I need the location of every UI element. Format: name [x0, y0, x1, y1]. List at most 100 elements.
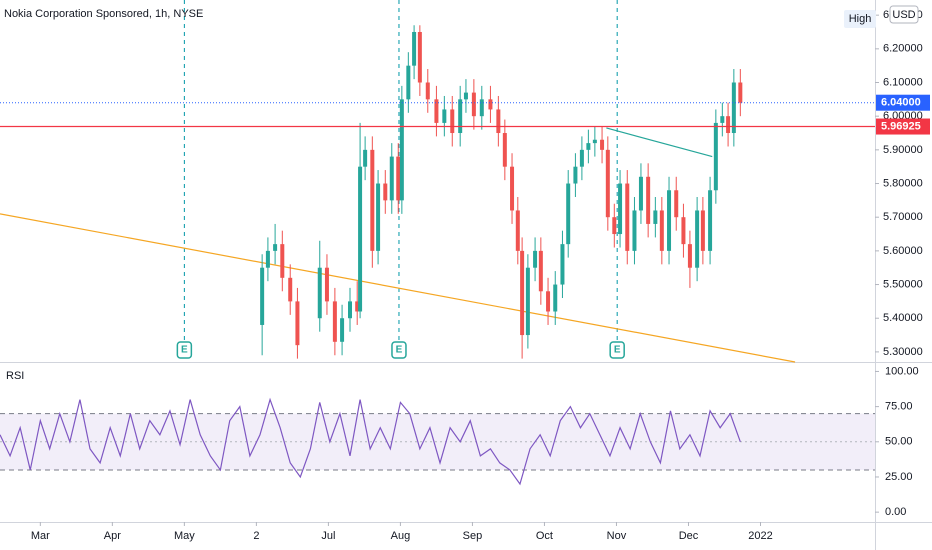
- candle-body: [520, 250, 525, 336]
- candle-body: [667, 190, 672, 251]
- x-tick-label: Jul: [321, 530, 335, 542]
- candle-body: [726, 116, 731, 134]
- candle-body: [260, 267, 265, 325]
- candle-body: [625, 183, 630, 251]
- candle-body: [463, 92, 468, 100]
- candle-body: [525, 267, 530, 336]
- event-label: E: [181, 345, 188, 356]
- candle-body: [363, 149, 368, 167]
- y-tick-label: 25.00: [885, 471, 913, 483]
- currency-label[interactable]: USD: [892, 9, 915, 21]
- trend-line: [606, 127, 713, 158]
- candle-body: [566, 183, 571, 245]
- candle-body: [546, 291, 551, 312]
- candle-body: [317, 267, 322, 319]
- candle-body: [612, 217, 617, 235]
- x-tick-label: Oct: [536, 530, 553, 542]
- candle-body: [479, 99, 484, 117]
- candle-body: [738, 82, 743, 103]
- x-tick-label: Apr: [104, 530, 121, 542]
- candle-body: [376, 183, 381, 251]
- candle-body: [348, 301, 352, 319]
- candle-body: [273, 244, 278, 251]
- candle-body: [471, 92, 476, 117]
- candle-body: [713, 122, 718, 191]
- candle-body: [265, 250, 270, 268]
- x-tick-label: Mar: [31, 530, 50, 542]
- candle-body: [488, 99, 493, 110]
- candle-body: [586, 143, 591, 150]
- candle-body: [708, 190, 713, 251]
- x-tick-label: Nov: [607, 530, 627, 542]
- y-tick-label: 100.00: [885, 365, 919, 377]
- candle-body: [399, 99, 404, 201]
- x-tick-label: May: [174, 530, 195, 542]
- candle-body: [502, 133, 507, 167]
- price-tag-label: 5.96925: [881, 120, 921, 132]
- candle-body: [695, 210, 700, 268]
- candle-body: [496, 109, 501, 134]
- candle-body: [674, 190, 679, 218]
- candle-body: [605, 149, 610, 218]
- candle-body: [538, 250, 543, 292]
- high-badge[interactable]: [844, 10, 876, 28]
- candle-body: [560, 244, 565, 285]
- candle-body: [646, 176, 651, 224]
- candle-body: [324, 267, 329, 302]
- candle-body: [533, 250, 538, 268]
- candle-body: [659, 210, 664, 251]
- y-tick-label: 5.40000: [883, 312, 923, 324]
- event-label: E: [614, 345, 621, 356]
- candle-body: [417, 31, 422, 83]
- candle-body: [370, 149, 375, 251]
- event-marker: [609, 341, 625, 359]
- candle-body: [295, 301, 300, 346]
- candle-body: [425, 82, 430, 100]
- price-tag-label: 6.04000: [881, 97, 921, 109]
- y-tick-label: 5.50000: [883, 278, 923, 290]
- candle-body: [396, 156, 401, 201]
- x-tick-label: Sep: [463, 530, 483, 542]
- rsi-title: RSI: [6, 370, 24, 382]
- candle-body: [573, 166, 578, 184]
- candle-body: [442, 109, 447, 123]
- y-tick-label: 5.30000: [883, 346, 923, 358]
- candle-body: [592, 139, 597, 144]
- candle-body: [632, 210, 637, 251]
- candle-body: [340, 318, 345, 342]
- y-tick-label: 5.90000: [883, 144, 923, 156]
- x-tick-label: 2022: [748, 530, 772, 542]
- candle-body: [638, 176, 643, 211]
- candle-body: [553, 284, 558, 312]
- candle-body: [510, 166, 515, 211]
- candle-body: [434, 99, 439, 123]
- y-tick-label: 75.00: [885, 401, 913, 413]
- event-marker: [176, 341, 193, 359]
- candle-body: [406, 65, 411, 100]
- candle-body: [681, 217, 686, 245]
- currency-badge[interactable]: [889, 5, 919, 24]
- x-tick-label: Dec: [679, 530, 699, 542]
- chart-title: Nokia Corporation Sponsored, 1h, NYSE: [4, 8, 203, 20]
- price-tag: [876, 94, 930, 111]
- candle-body: [280, 244, 285, 278]
- candle-body: [618, 183, 623, 235]
- candle-body: [720, 116, 725, 123]
- candle-body: [458, 99, 463, 134]
- y-tick-label: 6.10000: [883, 76, 923, 88]
- price-tag: [876, 118, 930, 135]
- candle-body: [288, 277, 293, 302]
- candle-body: [653, 210, 658, 224]
- trend-line: [0, 213, 796, 363]
- candle-body: [358, 166, 363, 312]
- candle-body: [700, 210, 705, 251]
- y-tick-label: 5.60000: [883, 245, 923, 257]
- candle-body: [731, 82, 736, 134]
- candle-body: [600, 139, 605, 150]
- y-tick-label: 5.70000: [883, 211, 923, 223]
- candle-body: [687, 244, 692, 268]
- y-tick-label: 50.00: [885, 436, 913, 448]
- high-badge-label[interactable]: High: [849, 13, 872, 25]
- event-marker: [391, 341, 407, 359]
